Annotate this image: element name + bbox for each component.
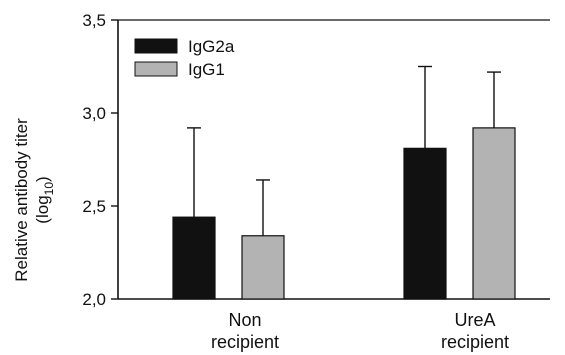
legend-label-igg2a: IgG2a (188, 37, 235, 56)
y-axis-title: Relative antibody titer (log10) (12, 118, 56, 282)
legend-label-igg1: IgG1 (188, 60, 225, 79)
y-axis-title-line1: Relative antibody titer (12, 118, 31, 282)
y-tick-label: 2,0 (82, 290, 106, 309)
x-category-label-line1: UreA (454, 310, 495, 330)
y-tick-label: 3,0 (82, 104, 106, 123)
y-axis-title-line2: (log10) (33, 176, 56, 223)
bars (172, 65, 516, 300)
x-category-label-line1: Non (228, 310, 261, 330)
legend-swatch-igg1 (134, 61, 178, 77)
bar-igg1-0 (241, 235, 285, 300)
bar-igg2a-0 (172, 216, 216, 300)
y-tick-label: 2,5 (82, 197, 106, 216)
legend: IgG2a IgG1 (134, 37, 235, 79)
bar-igg2a-1 (403, 147, 447, 300)
y-tick-label: 3,5 (82, 11, 106, 30)
x-category-label-line2: recipient (211, 332, 279, 352)
legend-swatch-igg2a (134, 38, 178, 54)
y-ticks: 2,0 2,5 3,0 3,5 (82, 11, 118, 309)
x-category-label-line2: recipient (441, 332, 509, 352)
bar-igg1-1 (472, 127, 516, 300)
